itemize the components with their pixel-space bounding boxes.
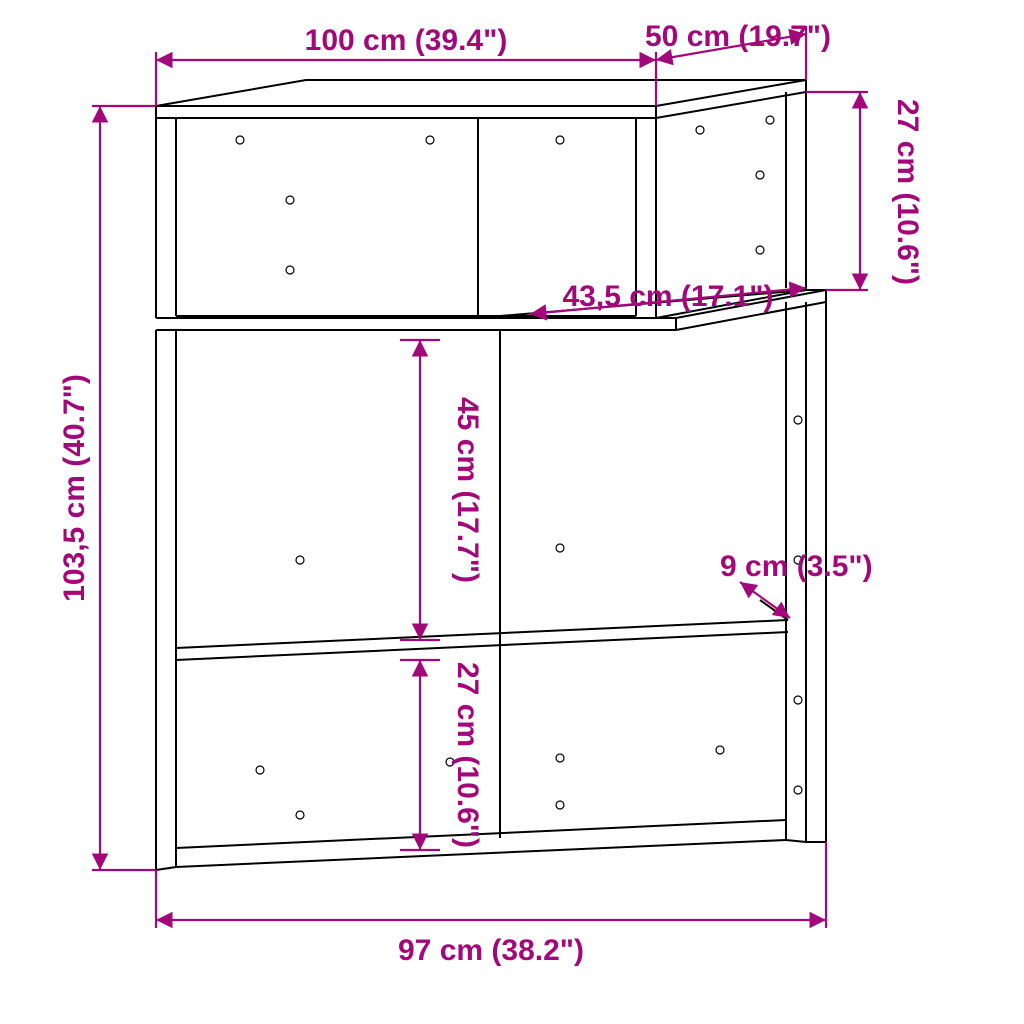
dim-top-depth: 50 cm (19.7") xyxy=(645,20,831,53)
dim-footrest-depth: 9 cm (3.5") xyxy=(720,550,873,583)
dim-mid-height: 45 cm (17.7") xyxy=(451,397,484,583)
dim-upper-height: 27 cm (10.6") xyxy=(891,99,924,285)
assembly-holes xyxy=(236,116,802,819)
dim-lower-height: 27 cm (10.6") xyxy=(451,662,484,848)
dim-base-width: 97 cm (38.2") xyxy=(398,934,584,967)
dim-total-height: 103,5 cm (40.7") xyxy=(58,374,91,602)
dimensions: 100 cm (39.4") 50 cm (19.7") 27 cm (10.6… xyxy=(58,20,924,967)
dim-shelf-depth: 43,5 cm (17.1") xyxy=(562,280,773,313)
dim-top-width: 100 cm (39.4") xyxy=(305,24,508,57)
furniture-outline xyxy=(156,80,826,870)
